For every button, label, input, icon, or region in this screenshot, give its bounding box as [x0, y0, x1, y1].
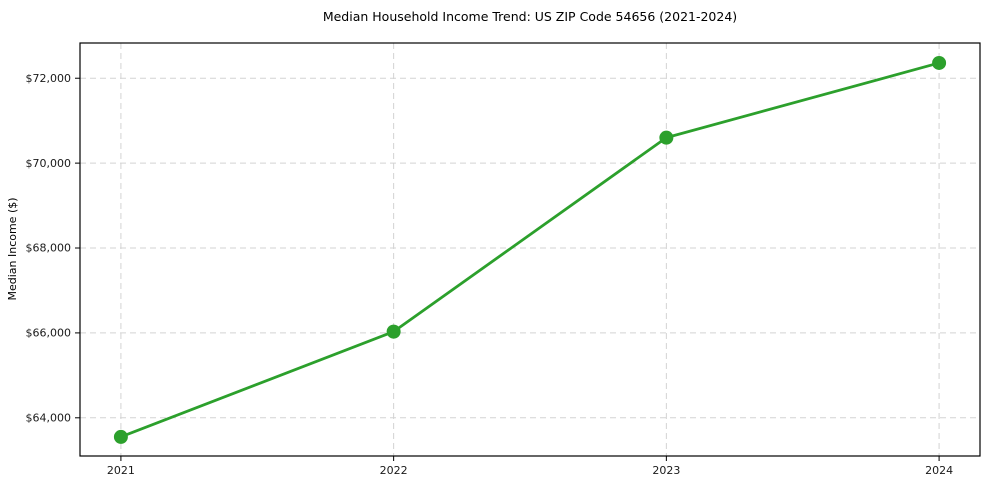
x-tick-label: 2024 [925, 464, 953, 477]
plot-area: $64,000 $66,000 $68,000 $70,000 $72,000 2021 2… [26, 42, 981, 477]
data-point [659, 130, 674, 145]
data-line [119, 61, 941, 439]
x-tick-label: 2022 [380, 464, 408, 477]
y-tick-label: $66,000 [26, 327, 72, 340]
x-tick-label: 2023 [652, 464, 680, 477]
axes-box [79, 42, 981, 457]
x-tick-label: 2021 [107, 464, 135, 477]
chart-title: Median Household Income Trend: US ZIP Co… [323, 9, 737, 24]
data-point [386, 324, 401, 339]
y-axis-label: Median Income ($) [6, 197, 19, 300]
y-tick-label: $68,000 [26, 242, 72, 255]
y-tick-label: $72,000 [26, 72, 72, 85]
data-point [113, 429, 128, 444]
data-point [932, 55, 947, 70]
y-tick-label: $70,000 [26, 157, 72, 170]
y-tick-label: $64,000 [26, 411, 72, 424]
